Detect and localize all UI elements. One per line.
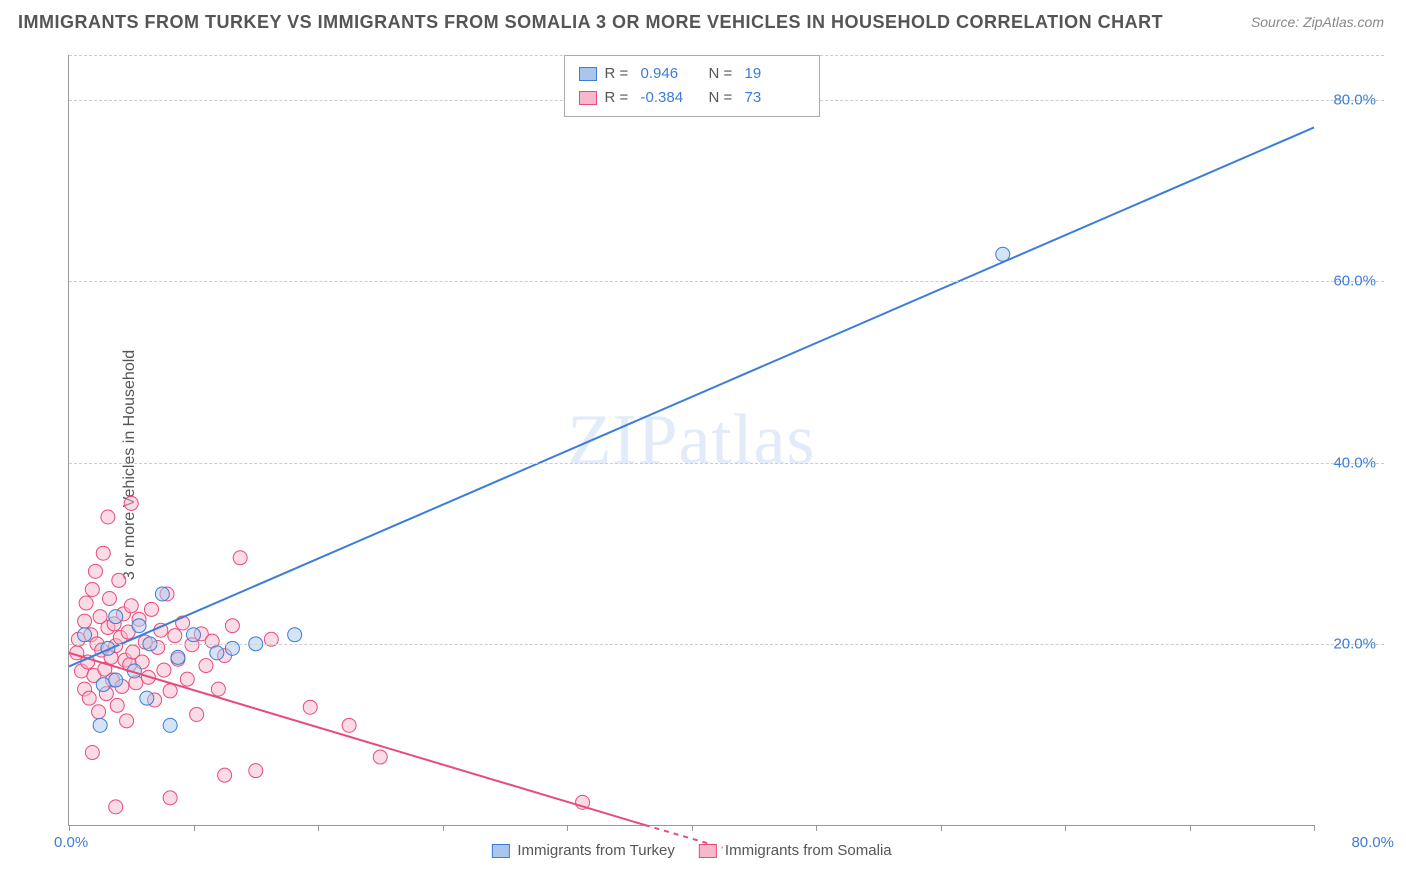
data-point bbox=[78, 614, 92, 628]
legend-row-somalia: R = -0.384 N = 73 bbox=[579, 86, 805, 110]
swatch-somalia-icon bbox=[699, 844, 717, 858]
data-point bbox=[112, 573, 126, 587]
data-point bbox=[210, 646, 224, 660]
data-point bbox=[168, 629, 182, 643]
data-point bbox=[199, 659, 213, 673]
data-point bbox=[132, 619, 146, 633]
y-tick-label: 60.0% bbox=[1333, 273, 1376, 290]
data-point bbox=[144, 602, 158, 616]
data-point bbox=[124, 599, 138, 613]
data-point bbox=[171, 650, 185, 664]
chart-container: 3 or more Vehicles in Household R = 0.94… bbox=[20, 55, 1384, 874]
data-point bbox=[163, 684, 177, 698]
x-tick-max: 80.0% bbox=[1351, 834, 1394, 851]
data-point bbox=[163, 791, 177, 805]
data-point bbox=[180, 672, 194, 686]
swatch-somalia bbox=[579, 91, 597, 105]
data-point bbox=[140, 691, 154, 705]
x-tick-mark bbox=[1190, 825, 1191, 831]
data-point bbox=[124, 496, 138, 510]
data-point bbox=[373, 750, 387, 764]
x-tick-mark bbox=[816, 825, 817, 831]
x-tick-mark bbox=[941, 825, 942, 831]
swatch-turkey-icon bbox=[491, 844, 509, 858]
series-legend: Immigrants from Turkey Immigrants from S… bbox=[491, 842, 891, 859]
data-point bbox=[92, 705, 106, 719]
x-tick-mark bbox=[692, 825, 693, 831]
data-point bbox=[249, 764, 263, 778]
x-tick-mark bbox=[1314, 825, 1315, 831]
data-point bbox=[109, 673, 123, 687]
data-point bbox=[88, 564, 102, 578]
plot-svg bbox=[69, 55, 1314, 825]
legend-row-turkey: R = 0.946 N = 19 bbox=[579, 62, 805, 86]
legend-item-somalia: Immigrants from Somalia bbox=[699, 842, 892, 859]
x-tick-mark bbox=[194, 825, 195, 831]
y-tick-label: 20.0% bbox=[1333, 635, 1376, 652]
x-tick-mark bbox=[567, 825, 568, 831]
data-point bbox=[82, 691, 96, 705]
regression-line bbox=[69, 653, 645, 825]
data-point bbox=[157, 663, 171, 677]
x-tick-mark bbox=[69, 825, 70, 831]
data-point bbox=[85, 746, 99, 760]
data-point bbox=[288, 628, 302, 642]
data-point bbox=[101, 510, 115, 524]
data-point bbox=[187, 628, 201, 642]
data-point bbox=[211, 682, 225, 696]
data-point bbox=[120, 714, 134, 728]
x-tick-mark bbox=[443, 825, 444, 831]
data-point bbox=[96, 546, 110, 560]
data-point bbox=[85, 582, 99, 596]
data-point bbox=[109, 800, 123, 814]
x-tick-min: 0.0% bbox=[54, 834, 88, 851]
legend-item-turkey: Immigrants from Turkey bbox=[491, 842, 675, 859]
gridline bbox=[69, 463, 1384, 464]
data-point bbox=[218, 768, 232, 782]
chart-title: IMMIGRANTS FROM TURKEY VS IMMIGRANTS FRO… bbox=[18, 12, 1163, 33]
source-label: Source: ZipAtlas.com bbox=[1251, 14, 1384, 30]
data-point bbox=[303, 700, 317, 714]
data-point bbox=[93, 718, 107, 732]
data-point bbox=[225, 619, 239, 633]
swatch-turkey bbox=[579, 67, 597, 81]
plot-area: R = 0.946 N = 19 R = -0.384 N = 73 ZIPat… bbox=[68, 55, 1314, 826]
y-tick-label: 40.0% bbox=[1333, 454, 1376, 471]
data-point bbox=[233, 551, 247, 565]
data-point bbox=[163, 718, 177, 732]
data-point bbox=[155, 587, 169, 601]
data-point bbox=[190, 707, 204, 721]
data-point bbox=[110, 698, 124, 712]
legend-label: Immigrants from Somalia bbox=[725, 842, 892, 859]
x-tick-mark bbox=[1065, 825, 1066, 831]
regression-line bbox=[69, 127, 1314, 666]
data-point bbox=[96, 678, 110, 692]
x-tick-mark bbox=[318, 825, 319, 831]
data-point bbox=[79, 596, 93, 610]
data-point bbox=[109, 610, 123, 624]
correlation-legend: R = 0.946 N = 19 R = -0.384 N = 73 bbox=[564, 55, 820, 117]
y-tick-label: 80.0% bbox=[1333, 92, 1376, 109]
data-point bbox=[102, 592, 116, 606]
gridline bbox=[69, 644, 1384, 645]
data-point bbox=[78, 628, 92, 642]
data-point bbox=[342, 718, 356, 732]
gridline bbox=[69, 281, 1384, 282]
legend-label: Immigrants from Turkey bbox=[517, 842, 675, 859]
